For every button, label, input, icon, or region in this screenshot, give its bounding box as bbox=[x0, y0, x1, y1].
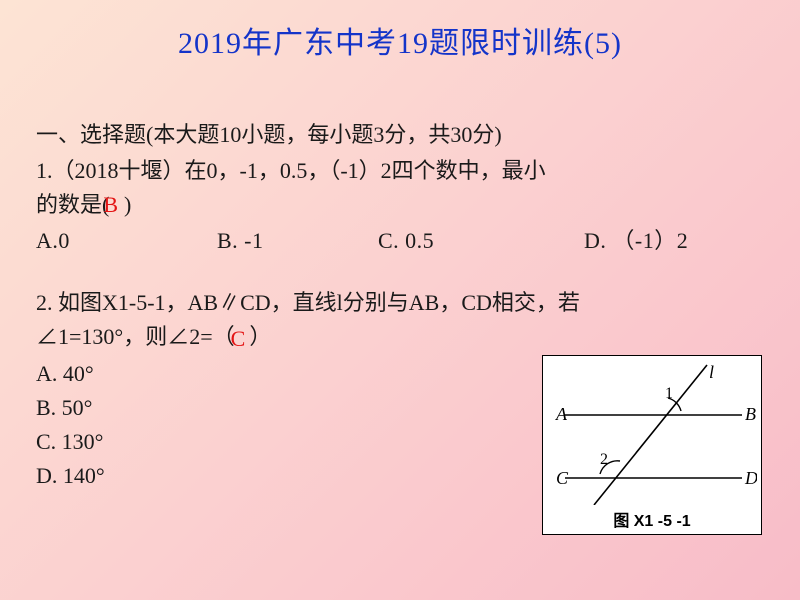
label-C: C bbox=[556, 468, 569, 488]
q2-stem-line1: 2. 如图X1-5-1，AB∥CD，直线l分别与AB，CD相交，若 bbox=[36, 286, 764, 320]
q2-answer: C bbox=[231, 326, 246, 351]
page-title: 2019年广东中考19题限时训练(5) bbox=[36, 18, 764, 62]
q1-stem-line2: 的数是(B) bbox=[36, 188, 764, 222]
q1-stem-post: ) bbox=[124, 192, 131, 217]
q1-option-b: B. -1 bbox=[217, 224, 372, 258]
label-l: l bbox=[709, 362, 714, 382]
label-angle2: 2 bbox=[600, 451, 608, 468]
q2-diagram: A B C D l 1 2 图 X1 -5 -1 bbox=[542, 355, 762, 535]
q1-option-a: A.0 bbox=[36, 224, 211, 258]
spacer bbox=[36, 258, 764, 286]
q1-stem-line1: 1.（2018十堰）在0，-1，0.5，（-1）2四个数中，最小 bbox=[36, 154, 764, 188]
geometry-figure: A B C D l 1 2 bbox=[547, 360, 757, 505]
diagram-caption: 图 X1 -5 -1 bbox=[547, 507, 757, 531]
q2-stem-pre: ∠1=130°，则∠2=（ bbox=[36, 324, 235, 349]
question-1: 1.（2018十堰）在0，-1，0.5，（-1）2四个数中，最小 的数是(B) … bbox=[36, 154, 764, 258]
label-B: B bbox=[745, 404, 756, 424]
slide-page: 2019年广东中考19题限时训练(5) 一、选择题(本大题10小题，每小题3分，… bbox=[0, 0, 800, 600]
q1-option-c: C. 0.5 bbox=[378, 224, 578, 258]
label-D: D bbox=[744, 468, 757, 488]
label-A: A bbox=[555, 404, 568, 424]
q2-stem-post: ） bbox=[249, 324, 271, 349]
label-angle1: 1 bbox=[665, 385, 673, 402]
q1-option-d: D. （-1）2 bbox=[584, 224, 688, 258]
q1-stem-pre: 的数是( bbox=[36, 192, 109, 217]
section-heading: 一、选择题(本大题10小题，每小题3分，共30分) bbox=[36, 118, 764, 152]
q1-options: A.0 B. -1 C. 0.5 D. （-1）2 bbox=[36, 224, 764, 258]
q2-stem-line2: ∠1=130°，则∠2=（C） bbox=[36, 320, 764, 354]
q1-answer: B bbox=[103, 192, 118, 217]
